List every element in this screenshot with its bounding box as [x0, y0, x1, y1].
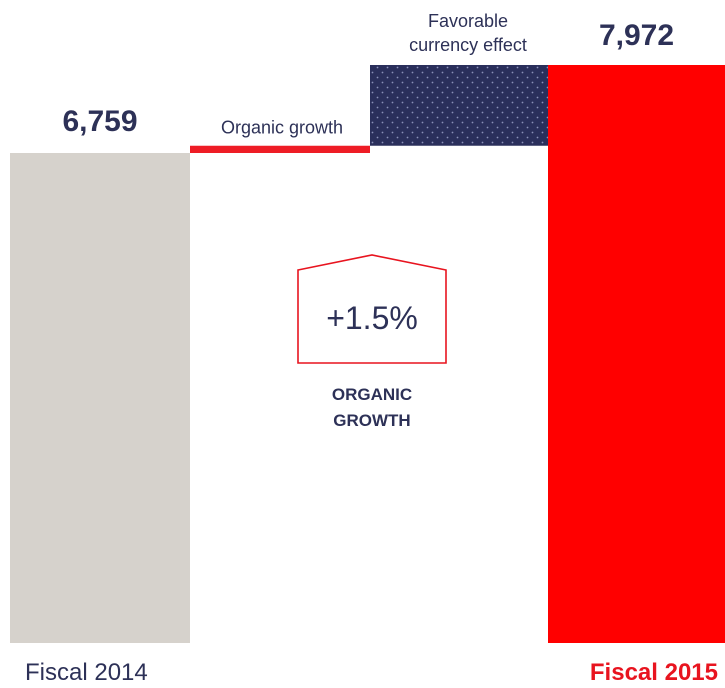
bar-organic-growth [190, 145, 370, 153]
callout-percentage: +1.5% [326, 300, 418, 336]
bar-fiscal-2014 [10, 153, 190, 643]
bar-fiscal-2015 [548, 65, 725, 643]
value-label-fiscal-2015: 7,972 [599, 19, 674, 52]
step-label-currency-line1: Favorable [428, 11, 508, 31]
step-label-currency-line2: currency effect [409, 35, 527, 55]
bar-currency-effect [370, 65, 548, 146]
step-label-organic-growth: Organic growth [221, 118, 343, 138]
callout-caption-line2: GROWTH [333, 411, 410, 430]
organic-growth-callout-frame [297, 254, 447, 364]
callout-caption-line1: ORGANIC [332, 385, 412, 404]
x-label-fiscal-2014: Fiscal 2014 [25, 659, 148, 686]
x-label-fiscal-2015: Fiscal 2015 [590, 659, 718, 686]
value-label-fiscal-2014: 6,759 [62, 105, 137, 138]
